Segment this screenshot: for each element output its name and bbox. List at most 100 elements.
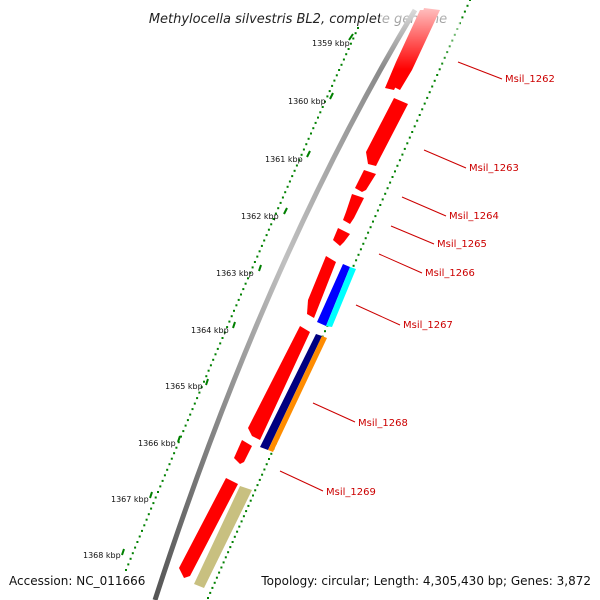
gene-msil-1264-arrow[interactable] [355,170,376,192]
track-dot [213,581,216,584]
track-dot [253,261,256,263]
track-dot [256,484,259,487]
track-dot [319,111,322,114]
track-dot [347,48,350,50]
track-dot [342,58,345,61]
gene-msil-1263-arrow[interactable] [366,98,408,166]
track-dot [369,226,372,229]
track-dot [254,489,257,492]
track-dot [265,463,268,466]
gene-label-msil-1267[interactable]: Msil_1267 [403,320,453,331]
track-dot [416,119,419,122]
track-dot [214,353,217,356]
gene-msil-1269-khaki[interactable] [194,486,252,588]
track-dot [317,116,319,119]
track-dot [175,446,178,449]
track-dot [391,176,394,178]
track-dot [359,248,362,251]
genome-backbone [152,8,418,600]
gene-msil-1269-arrow[interactable] [179,478,238,578]
gene-label-msil-1268[interactable]: Msil_1268 [358,418,408,429]
track-dot [228,320,231,323]
gene-label-msil-1262[interactable]: Msil_1262 [505,74,555,85]
track-dot [426,96,429,99]
track-dot [469,0,471,1]
track-dot [428,91,431,94]
track-dot [136,541,139,543]
track-dot [293,169,296,172]
track-dot [170,457,173,460]
track-dot [152,502,155,505]
track-dot [205,375,208,378]
gene-msil-1268-orange[interactable] [268,336,327,452]
track-dot [141,529,143,532]
track-dot [267,228,270,231]
track-dot [357,253,360,256]
track-dot [193,402,196,405]
track-dot [226,326,229,329]
track-dot [302,148,305,151]
gene-labels: Msil_1262 Msil_1263 Msil_1264 Msil_1265 … [326,74,555,498]
track-dot [284,191,287,194]
tick-mark [258,264,262,272]
track-dot [240,520,243,523]
track-dot [252,494,254,497]
gene-label-msil-1269[interactable]: Msil_1269 [326,487,376,498]
gene-msil-1264b-arrow[interactable] [343,194,364,224]
track-dot [335,74,338,77]
track-dot [310,132,312,135]
track-dot [401,153,404,156]
track-dot [242,288,245,291]
outer-tick-track [125,27,359,571]
track-dot [159,485,162,488]
tick-label: 1361 kbp [265,155,303,164]
track-dot [352,37,355,40]
leader-line [390,225,435,245]
track-dot [362,242,365,245]
track-dot [345,53,348,56]
track-dot [233,535,236,538]
track-dot [186,419,189,422]
gene-msil-1266-cyan[interactable] [326,267,356,327]
track-dot [328,90,331,93]
tick-label: 1359 kbp [312,39,350,48]
track-dot [215,576,218,579]
track-dot [389,181,392,184]
track-dot [138,535,141,538]
gene-label-msil-1263[interactable]: Msil_1263 [469,163,519,174]
track-dot [398,159,401,162]
track-dot [182,430,185,433]
track-dot [247,277,249,280]
leader-line [378,253,423,274]
track-dot [260,244,263,247]
track-dot [286,185,289,188]
gene-label-msil-1265[interactable]: Msil_1265 [437,239,487,250]
track-dot [236,530,239,533]
gene-label-msil-1266[interactable]: Msil_1266 [425,268,475,279]
track-dot [352,264,355,267]
track-dot [274,212,277,215]
gene-label-msil-1264[interactable]: Msil_1264 [449,211,499,222]
track-dot [423,102,426,105]
map-title: Methylocella silvestris BL2, complete ge… [149,12,447,27]
track-dot [461,16,464,19]
track-dot [326,95,329,98]
track-dot [245,510,248,513]
gene-msil-1265-arrow[interactable] [333,228,350,246]
track-dot [418,114,421,116]
track-dot [374,215,377,218]
tick-label: 1365 kbp [165,382,203,391]
track-dot [211,586,214,589]
gene-msil-1266-arrow[interactable] [307,256,336,318]
track-dot [227,551,230,554]
track-dot [270,452,273,455]
track-dot [324,100,326,103]
track-dot [218,571,221,574]
track-dot [134,546,137,549]
track-dot [180,435,182,438]
gene-msil-1268b-arrow[interactable] [234,440,252,464]
track-dot [150,507,153,510]
gene-msil-1266-blue[interactable] [317,264,350,326]
gene-msil-1268-navy[interactable] [260,334,322,450]
gene-msil-1267-arrow[interactable] [248,326,310,440]
